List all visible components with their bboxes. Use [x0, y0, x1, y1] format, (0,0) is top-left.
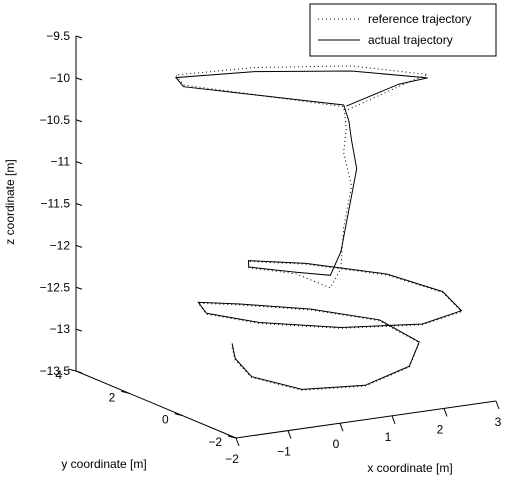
- z-tick-label: −10.5: [40, 113, 71, 127]
- x-tick-mark: [339, 423, 344, 432]
- x-tick-label: 0: [333, 437, 340, 451]
- z-tick-mark: [75, 203, 83, 206]
- z-tick-label: −13.5: [40, 364, 71, 378]
- z-tick-mark: [75, 370, 83, 374]
- y-axis-label: y coordinate [m]: [61, 457, 146, 471]
- legend-label-actual: actual trajectory: [368, 33, 453, 47]
- z-tick-label: −12: [50, 238, 71, 252]
- y-tick-mark: [174, 413, 183, 417]
- legend-box: [309, 3, 497, 57]
- z-tick-label: −10: [50, 71, 71, 85]
- z-tick-label: −9.5: [46, 29, 70, 43]
- x-tick-mark: [495, 400, 500, 410]
- z-tick-mark: [75, 35, 83, 39]
- y-tick-mark: [121, 390, 130, 394]
- x-tick-label: −1: [277, 445, 291, 459]
- z-tick-label: −12.5: [40, 280, 71, 294]
- y-tick-label: 4: [55, 368, 62, 382]
- z-tick-mark: [75, 161, 83, 165]
- z-tick-mark: [75, 244, 83, 248]
- y-tick-label: 0: [162, 413, 169, 427]
- x-tick-label: 1: [385, 430, 392, 444]
- x-tick-mark: [235, 437, 240, 447]
- z-tick-label: −11: [51, 155, 71, 169]
- y-tick-mark: [67, 368, 77, 372]
- x-tick-label: −2: [225, 452, 239, 466]
- y-axis-line: [75, 370, 237, 439]
- y-tick-mark: [227, 435, 237, 439]
- series-layer: [174, 65, 463, 391]
- x-axis-label: x coordinate [m]: [367, 461, 452, 475]
- x-tick-mark: [287, 430, 292, 439]
- actual-trajectory-line: [174, 70, 463, 390]
- axes-layer: −2−10123−2024−9.5−10−10.5−11−11.5−12−12.…: [3, 29, 502, 475]
- z-axis-label: z coordinate [m]: [3, 159, 17, 244]
- x-tick-label: 2: [437, 422, 444, 436]
- y-tick-label: 2: [109, 390, 116, 404]
- z-tick-label: −11.5: [41, 197, 71, 211]
- x-tick-mark: [443, 408, 448, 417]
- z-tick-mark: [75, 119, 83, 123]
- x-tick-mark: [391, 415, 396, 424]
- legend-label-reference: reference trajectory: [368, 12, 471, 26]
- y-tick-label: −2: [208, 435, 222, 449]
- z-tick-mark: [75, 286, 83, 290]
- z-tick-mark: [75, 77, 83, 81]
- x-axis-line: [235, 400, 497, 439]
- legend: reference trajectory actual trajectory: [309, 3, 497, 57]
- z-tick-label: −13: [50, 322, 71, 336]
- x-tick-label: 3: [495, 415, 502, 429]
- z-tick-mark: [75, 328, 83, 332]
